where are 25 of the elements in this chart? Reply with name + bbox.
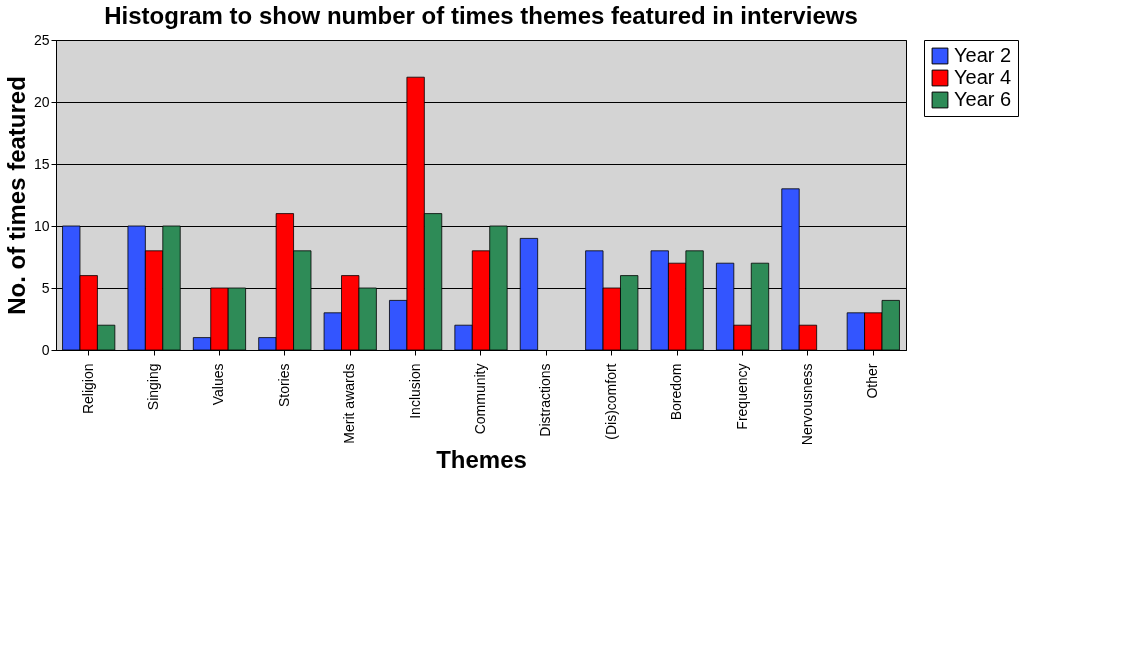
x-tick-label: (Dis)comfort (602, 363, 619, 440)
y-tick-label: 5 (41, 279, 50, 296)
x-tick-label: Inclusion (406, 363, 423, 419)
x-tick-label: Stories (275, 363, 292, 408)
y-tick-label: 25 (33, 31, 50, 48)
x-tick-label: Community (472, 363, 488, 435)
chart-title: Histogram to show number of times themes featured in interviews (104, 2, 858, 29)
y-tick-label: 10 (33, 217, 50, 234)
x-tick-label: Distractions (537, 363, 554, 437)
x-axis-title: Themes (436, 446, 527, 474)
x-tick-label: Religion (79, 363, 96, 415)
x-tick-label: Boredom (668, 363, 685, 421)
y-tick-label: 15 (33, 155, 50, 172)
x-tick-label: Singing (145, 363, 162, 411)
legend-label: Year 4 (954, 66, 1012, 88)
x-tick-label: Other (864, 363, 881, 399)
x-tick-label: Values (210, 363, 227, 406)
x-tick-label: Merit awards (341, 363, 358, 444)
x-tick-label: Frequency (733, 363, 750, 430)
legend-label: Year 6 (954, 88, 1012, 110)
x-tick-label: Nervousness (798, 363, 815, 446)
legend-label: Year 2 (954, 44, 1012, 66)
y-axis-title: No. of times featured (2, 76, 30, 315)
y-tick-label: 0 (41, 341, 50, 358)
y-tick-label: 20 (33, 93, 50, 110)
